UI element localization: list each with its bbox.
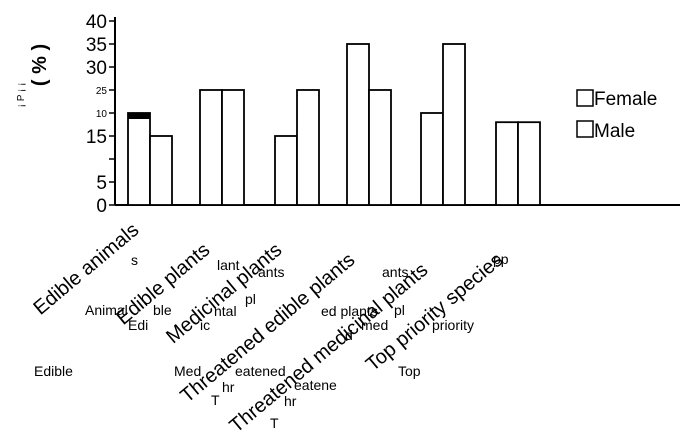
legend-label-female: Female [594, 89, 657, 110]
label-fragment: pl [394, 302, 405, 318]
label-fragment: s [131, 252, 138, 268]
bar-female-6 [495, 121, 519, 206]
label-fragment: lant [217, 257, 240, 273]
label-fragment: eatened [235, 363, 286, 379]
bar-male-4 [368, 89, 392, 206]
bar-male-6 [517, 121, 541, 206]
label-fragment: ants [258, 264, 284, 280]
y-tick-label: 5 [96, 173, 107, 194]
y-tick-label: 40 [86, 12, 107, 33]
legend-label-male: Male [594, 121, 635, 142]
label-fragment: priority [432, 317, 474, 333]
label-fragment: Edible [34, 363, 73, 379]
label-fragment: T [270, 415, 279, 430]
label-fragment: pp [493, 251, 509, 267]
y-tick-label: 35 [86, 35, 107, 56]
y-tick-label: 15 [86, 127, 107, 148]
y-tick-label: 25 [96, 86, 108, 97]
bar-female-3 [274, 135, 298, 206]
bar-female-4 [346, 43, 370, 206]
label-fragment: ntal [214, 303, 237, 319]
legend-swatch-female [576, 89, 594, 107]
label-fragment: hr [222, 379, 235, 395]
label-fragment: pl [245, 291, 256, 307]
label-fragment: Med [174, 363, 201, 379]
bar-male-3 [296, 89, 320, 206]
label-fragment: d [345, 327, 353, 343]
y-axis-label-small: ¡ P ¡ ¡ [16, 83, 27, 108]
label-fragment: Edi [128, 317, 148, 333]
label-fragment: hr [284, 393, 297, 409]
bar-female-1 [127, 112, 151, 206]
bar-cap [128, 113, 150, 119]
label-fragment: ed plants [321, 303, 378, 319]
label-fragment: ic [200, 317, 210, 333]
label-fragment: Animal [85, 302, 128, 318]
y-tick-label: 10 [96, 109, 108, 120]
bar-male-5 [442, 43, 466, 206]
y-axis-label: ( % ) [29, 44, 51, 86]
legend-swatch-male [576, 120, 594, 138]
label-fragment: Top [398, 363, 421, 379]
y-tick-label: 0 [96, 196, 107, 217]
bar-male-2 [221, 89, 245, 206]
label-fragment: ble [153, 302, 172, 318]
y-tick-label: 30 [86, 58, 107, 79]
label-fragment: ants [382, 264, 408, 280]
bar-female-5 [420, 112, 444, 206]
label-fragment: med [361, 317, 388, 333]
bar-male-1 [149, 135, 173, 206]
label-fragment: T [211, 392, 220, 408]
label-fragment: eatene [294, 377, 337, 393]
bars [127, 43, 541, 206]
bar-female-2 [199, 89, 223, 206]
legend: Female Male [576, 89, 657, 142]
